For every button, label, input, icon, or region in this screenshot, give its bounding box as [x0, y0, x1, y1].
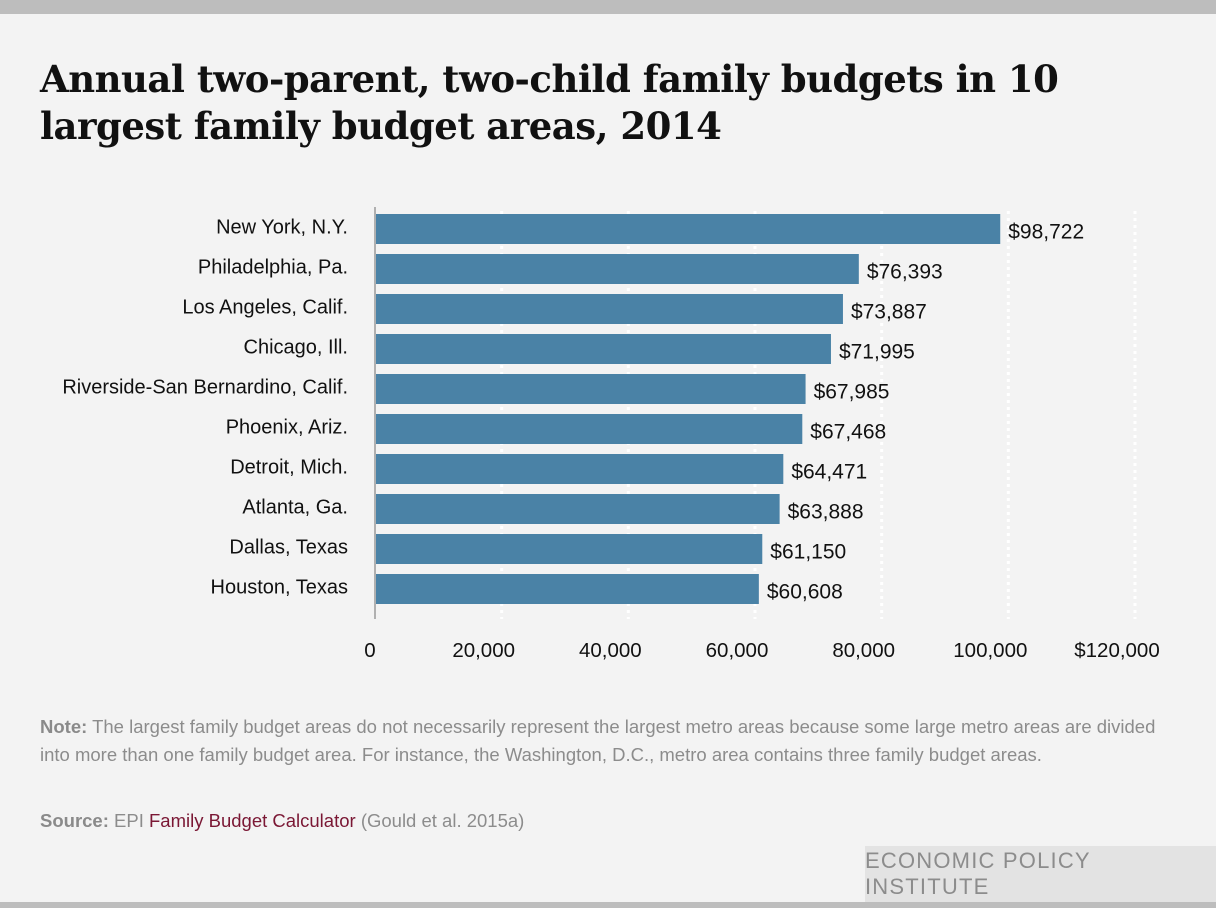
x-tick-label: 80,000	[832, 639, 895, 662]
category-label: Philadelphia, Pa.	[198, 256, 348, 278]
data-label: $71,995	[839, 341, 915, 364]
bar	[376, 454, 784, 484]
bar	[376, 374, 806, 404]
category-label: Riverside-San Bernardino, Calif.	[62, 376, 348, 398]
category-label: Los Angeles, Calif.	[182, 296, 348, 318]
bar	[376, 574, 759, 604]
brand-logo: ECONOMIC POLICY INSTITUTE	[865, 846, 1216, 902]
note-label: Note:	[40, 716, 88, 737]
category-label: Phoenix, Ariz.	[226, 416, 348, 438]
data-label: $63,888	[788, 501, 864, 524]
data-label: $73,887	[851, 301, 927, 324]
source-suffix: (Gould et al. 2015a)	[360, 810, 525, 831]
bar	[376, 534, 763, 564]
x-tick-label: 60,000	[706, 639, 769, 662]
data-label: $67,985	[814, 381, 890, 404]
x-tick-label: 100,000	[953, 639, 1027, 662]
top-rule	[0, 0, 1216, 14]
bar	[376, 254, 859, 284]
data-label: $67,468	[810, 421, 886, 444]
bottom-rule	[0, 902, 1216, 908]
category-label: Houston, Texas	[211, 576, 349, 598]
note-text: The largest family budget areas do not n…	[40, 716, 1156, 765]
bar	[376, 414, 803, 444]
data-label: $61,150	[770, 541, 846, 564]
note: Note: The largest family budget areas do…	[40, 713, 1180, 769]
x-tick-label: 40,000	[579, 639, 642, 662]
x-tick-label: 20,000	[452, 639, 515, 662]
data-label: $64,471	[791, 461, 867, 484]
data-label: $60,608	[767, 581, 843, 604]
source-prefix: EPI	[114, 810, 144, 831]
bar	[376, 494, 780, 524]
x-tick-label: $120,000	[1074, 639, 1160, 662]
category-label: Detroit, Mich.	[230, 456, 348, 478]
source: Source: EPI Family Budget Calculator (Go…	[40, 807, 1180, 835]
x-tick-label: 0	[364, 639, 375, 662]
category-label: Chicago, Ill.	[244, 336, 349, 358]
category-label: Dallas, Texas	[229, 536, 348, 558]
source-label: Source:	[40, 810, 109, 831]
bar	[376, 214, 1001, 244]
bar	[376, 334, 831, 364]
category-label: New York, N.Y.	[216, 216, 348, 238]
chart-title: Annual two-parent, two-child family budg…	[40, 57, 1059, 148]
data-label: $76,393	[867, 261, 943, 284]
category-label: Atlanta, Ga.	[242, 496, 348, 518]
data-label: $98,722	[1008, 221, 1084, 244]
source-link[interactable]: Family Budget Calculator	[149, 810, 356, 831]
bar	[376, 294, 843, 324]
bar-chart: New York, N.Y. $98,722 Philadelphia, Pa. $7…	[62, 207, 1160, 662]
